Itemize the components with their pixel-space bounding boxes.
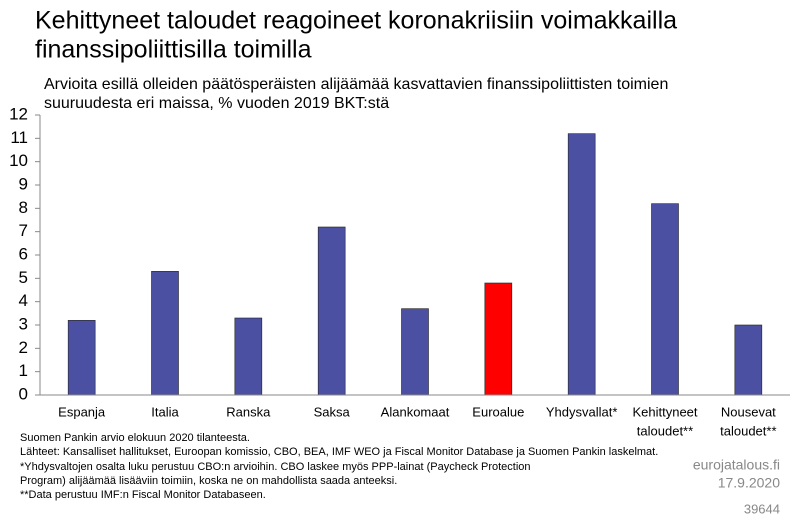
x-tick-label: Saksa [314, 404, 351, 419]
bar [317, 226, 346, 396]
y-tick-label: 7 [19, 221, 28, 240]
note: **Data perustuu IMF:n Fiscal Monitor Dat… [20, 489, 266, 501]
y-tick-label: 9 [19, 174, 28, 193]
date: 17.9.2020 [718, 475, 780, 491]
note: Lähteet: Kansalliset hallitukset, Euroop… [20, 446, 658, 458]
bar [567, 133, 596, 396]
chart-subtitle: Arvioita esillä olleiden päätösperäisten… [44, 76, 668, 93]
y-tick-label: 2 [19, 338, 28, 357]
y-tick-label: 11 [10, 128, 28, 147]
y-tick-label: 12 [9, 104, 28, 123]
note: *Yhdysvaltojen osalta luku perustuu CBO:… [20, 461, 531, 473]
bar [67, 320, 96, 396]
y-tick-label: 5 [19, 268, 28, 287]
bar [151, 271, 179, 396]
chart-subtitle: suuruudesta eri maissa, % vuoden 2019 BK… [44, 95, 389, 112]
x-tick-label: taloudet** [637, 423, 693, 438]
x-tick-label: Espanja [58, 404, 106, 419]
y-tick-label: 4 [19, 291, 28, 310]
x-tick-label: Kehittyneet [632, 404, 697, 419]
x-tick-label: Nousevat [721, 404, 776, 419]
x-tick-label: Ranska [226, 404, 271, 419]
note: Program) alijäämää lisääviin toimiin, ko… [20, 475, 397, 487]
y-tick-label: 6 [19, 244, 28, 263]
x-tick-label: Italia [151, 404, 179, 419]
y-tick-label: 3 [19, 314, 28, 333]
source: eurojatalous.fi [693, 457, 780, 473]
bar [734, 324, 763, 396]
bar [234, 317, 263, 396]
y-tick-label: 0 [19, 384, 28, 403]
note: Suomen Pankin arvio elokuun 2020 tilante… [20, 432, 250, 444]
x-tick-label: Alankomaat [381, 404, 450, 419]
y-tick-label: 1 [19, 361, 28, 380]
x-tick-label: Euroalue [472, 404, 524, 419]
chart-title: finanssipoliittisilla toimilla [35, 36, 312, 64]
chart-title: Kehittyneet taloudet reagoineet koronakr… [35, 7, 677, 35]
chart-id: 39644 [744, 501, 780, 516]
bar [401, 308, 429, 396]
y-tick-label: 10 [9, 151, 28, 170]
x-tick-label: Yhdysvallat* [546, 404, 618, 419]
x-tick-label: taloudet** [720, 423, 776, 438]
y-tick-label: 8 [19, 198, 28, 217]
bar [484, 282, 513, 396]
bar [651, 203, 679, 396]
